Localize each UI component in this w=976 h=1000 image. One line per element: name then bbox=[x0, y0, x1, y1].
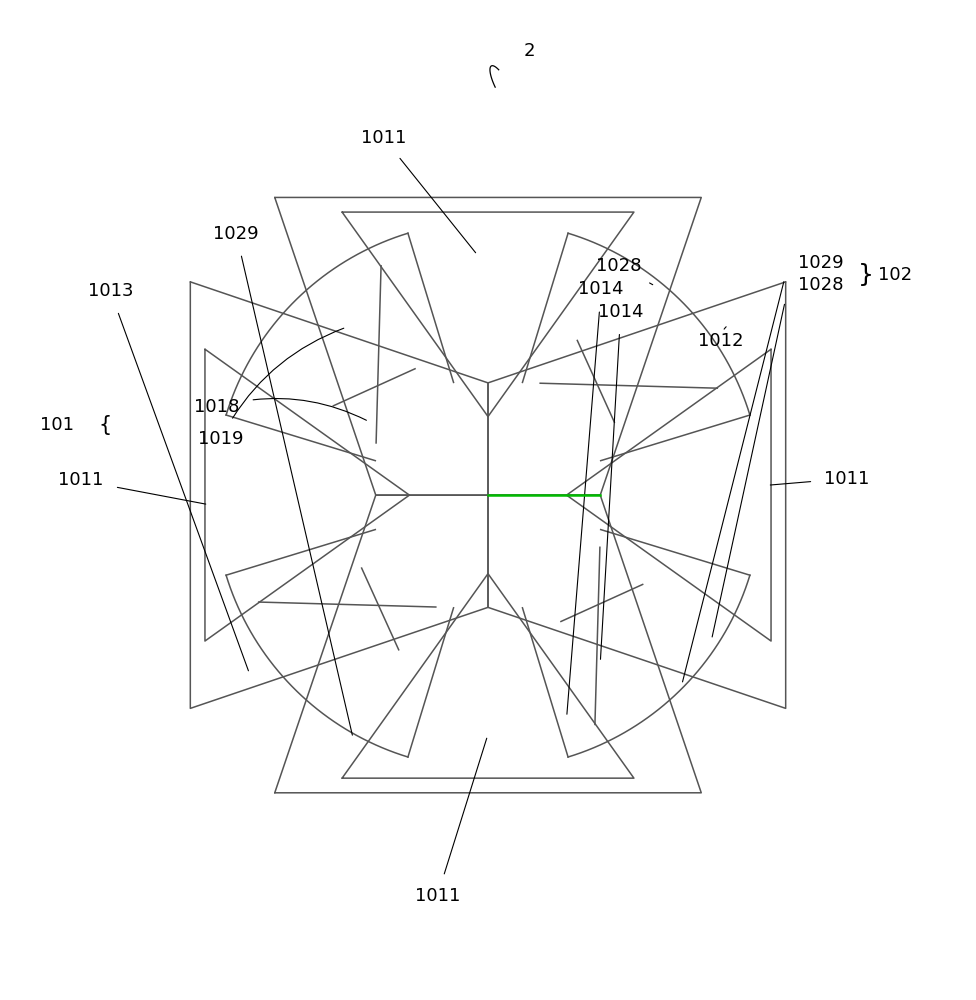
Text: 102: 102 bbox=[878, 266, 913, 284]
Text: 1012: 1012 bbox=[698, 327, 743, 350]
Text: {: { bbox=[99, 415, 112, 435]
Text: 1011: 1011 bbox=[415, 738, 487, 905]
Text: 1014: 1014 bbox=[567, 280, 624, 714]
Text: 1029: 1029 bbox=[798, 254, 844, 272]
Text: 1011: 1011 bbox=[361, 129, 475, 253]
Text: 1019: 1019 bbox=[198, 328, 344, 448]
Text: 2: 2 bbox=[524, 42, 536, 60]
Text: 1028: 1028 bbox=[798, 276, 844, 294]
Text: 1011: 1011 bbox=[770, 470, 870, 488]
Text: 1028: 1028 bbox=[596, 257, 653, 285]
Text: 1011: 1011 bbox=[59, 471, 206, 504]
Text: 101: 101 bbox=[40, 416, 74, 434]
Text: 1029: 1029 bbox=[214, 225, 352, 735]
Text: }: } bbox=[858, 263, 874, 287]
Text: 1013: 1013 bbox=[88, 282, 249, 671]
Text: 1014: 1014 bbox=[598, 303, 643, 659]
Text: 1018: 1018 bbox=[194, 398, 366, 420]
